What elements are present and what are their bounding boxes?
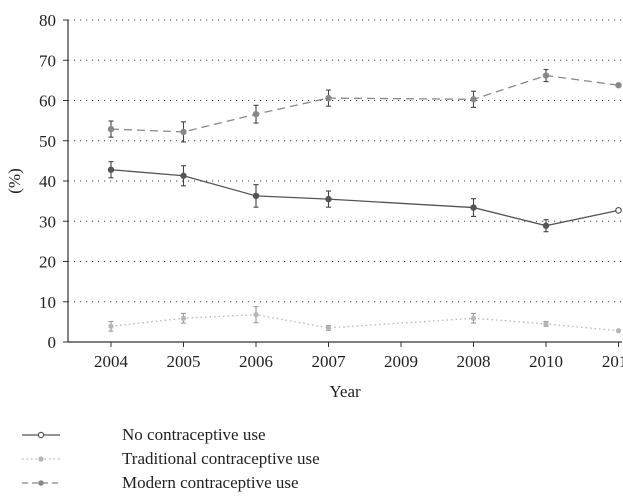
y-tick-label: 70: [39, 51, 56, 70]
data-point: [108, 323, 114, 329]
data-point: [543, 321, 549, 327]
x-ticks: 2004 2005 2006 2007 2009 2008 2010 2011: [94, 342, 623, 371]
series-2: [107, 68, 622, 143]
series-1: [108, 306, 622, 334]
y-tick-label: 80: [39, 11, 56, 30]
series: [107, 68, 622, 334]
y-tick-label: 50: [39, 132, 56, 151]
gridlines: [68, 19, 622, 303]
data-point: [615, 82, 622, 89]
data-point: [252, 110, 260, 118]
x-tick-label: 2009: [384, 352, 418, 371]
data-point: [615, 206, 622, 214]
x-tick-label: 2011: [602, 352, 623, 371]
legend-label-no-contraceptive: No contraceptive use: [122, 425, 266, 444]
data-point: [470, 96, 477, 103]
y-ticks: 0 10 20 30 40 50 60 70 80: [39, 11, 68, 352]
y-tick-label: 60: [39, 92, 56, 111]
data-point: [107, 125, 115, 133]
x-axis-label: Year: [329, 382, 361, 401]
x-tick-label: 2006: [239, 352, 273, 371]
legend-label-traditional: Traditional contraceptive use: [122, 449, 320, 468]
series-0: [107, 161, 622, 233]
x-tick-label: 2004: [94, 352, 129, 371]
data-point: [325, 195, 332, 203]
legend-swatch-no-contraceptive: [22, 431, 60, 439]
y-tick-label: 40: [39, 172, 56, 191]
data-point: [180, 128, 187, 136]
y-tick-label: 30: [39, 212, 56, 231]
legend-label-modern: Modern contraceptive use: [122, 473, 299, 492]
x-tick-label: 2008: [457, 352, 491, 371]
x-tick-label: 2007: [312, 352, 347, 371]
data-point: [180, 315, 187, 321]
y-axis-label: (%): [5, 168, 24, 193]
legend-swatch-traditional: [22, 456, 60, 462]
data-point: [180, 172, 187, 179]
y-tick-label: 0: [48, 333, 57, 352]
series-line: [110, 169, 619, 227]
x-tick-label: 2010: [529, 352, 563, 371]
data-point: [542, 72, 550, 79]
x-tick-label: 2005: [167, 352, 201, 371]
series-line: [110, 313, 619, 332]
data-point: [253, 312, 259, 318]
data-point: [325, 325, 332, 331]
series-line: [110, 74, 619, 133]
data-point: [107, 166, 115, 173]
y-tick-label: 20: [39, 253, 56, 272]
data-point: [470, 204, 477, 211]
data-point: [252, 192, 260, 200]
data-point: [470, 315, 477, 321]
data-point: [615, 328, 622, 334]
data-point: [542, 222, 550, 229]
legend-swatch-modern: [22, 480, 60, 486]
data-point: [325, 94, 332, 102]
y-tick-label: 10: [39, 293, 56, 312]
